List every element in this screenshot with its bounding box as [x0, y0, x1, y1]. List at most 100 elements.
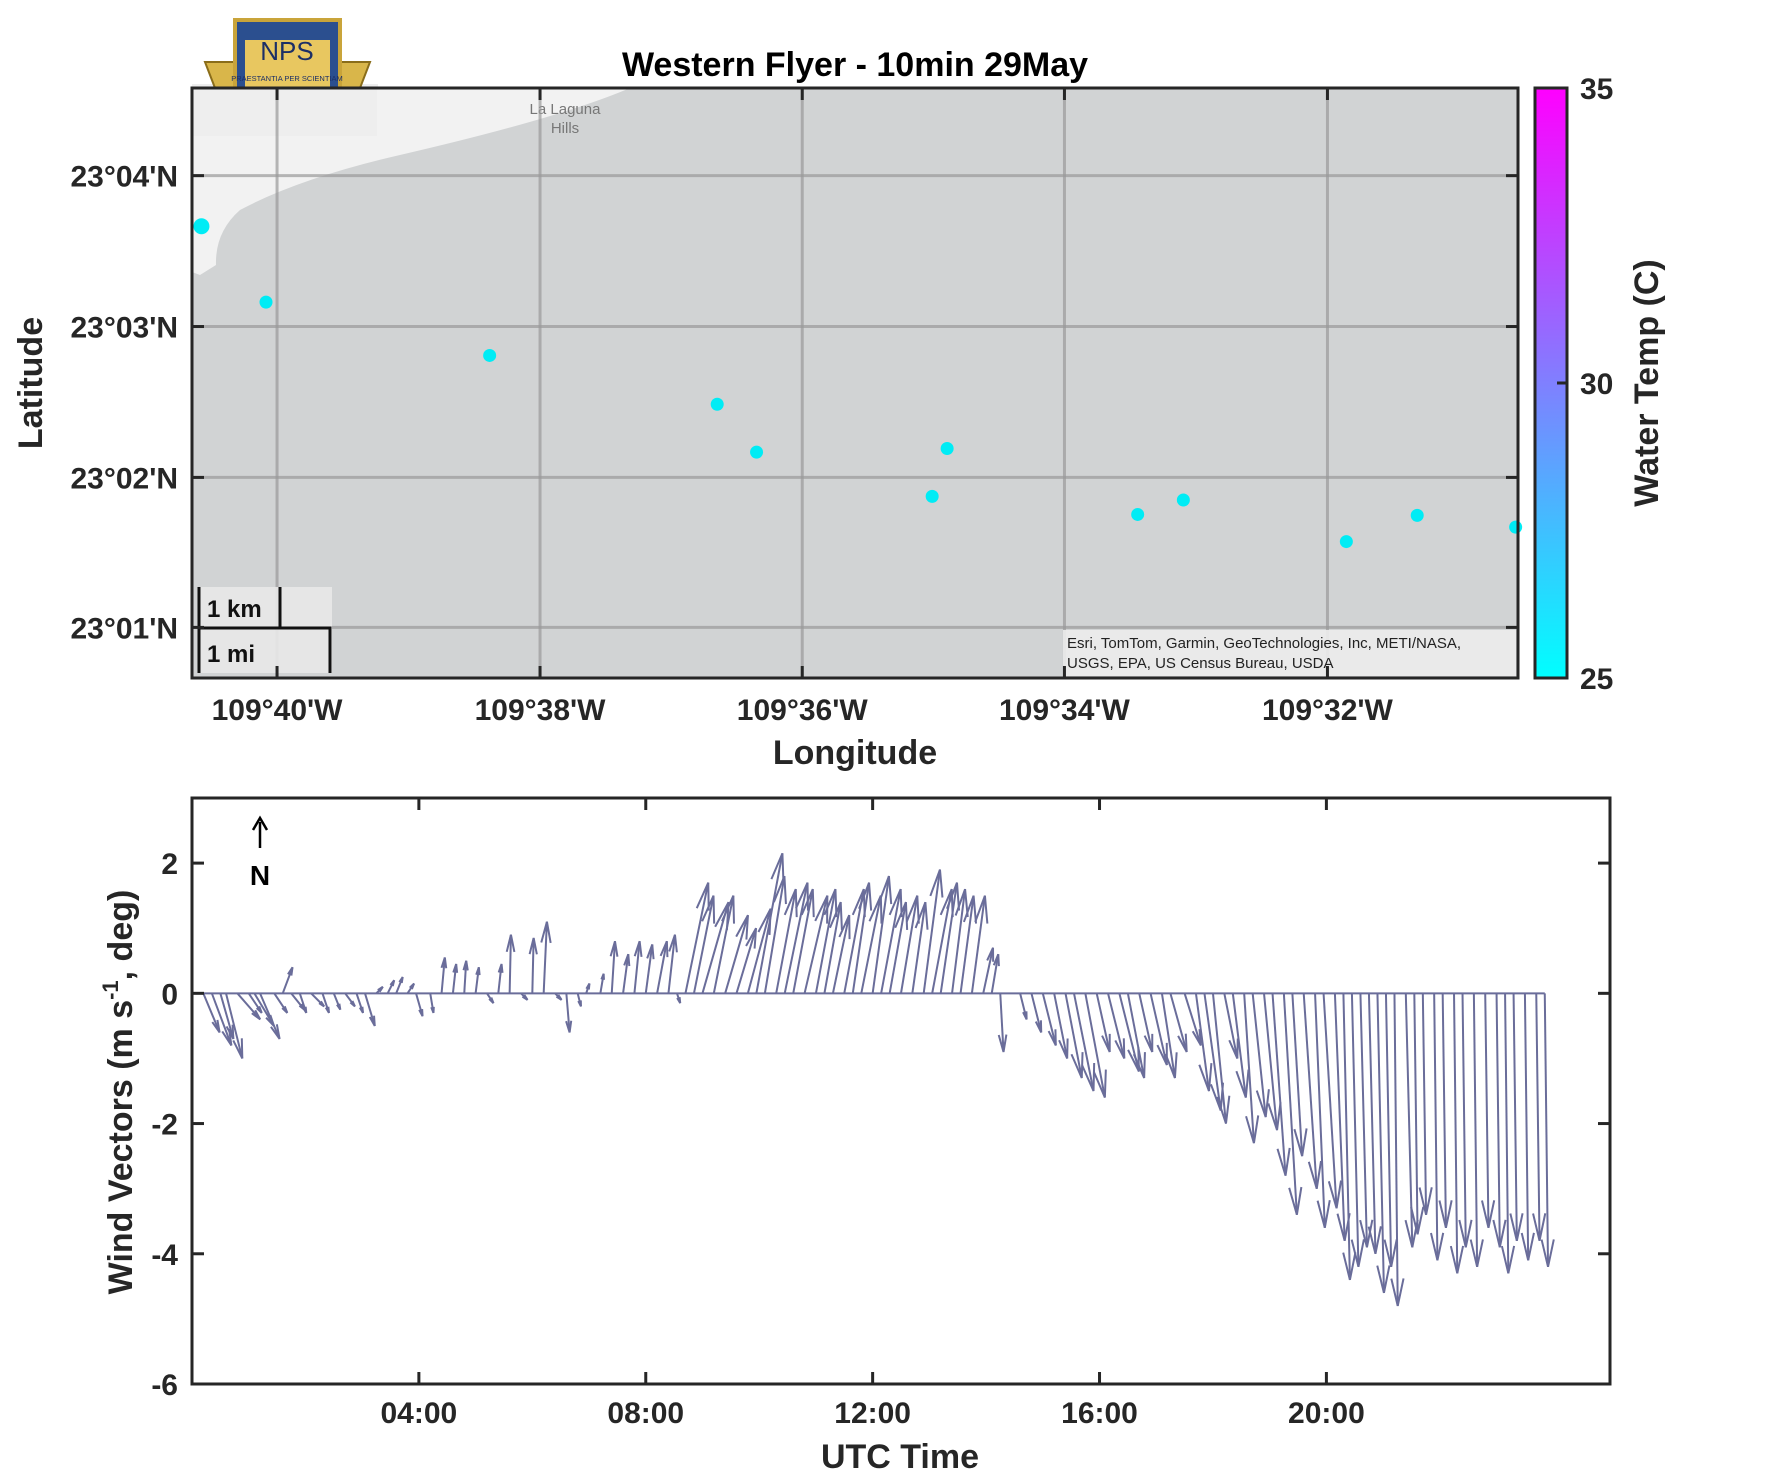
wind-vector: [982, 947, 995, 994]
wind-vector: [763, 875, 787, 994]
wind-vector: [1540, 993, 1555, 1268]
wind-vector: [247, 992, 263, 1014]
wind-vector: [990, 953, 1000, 994]
wind-vector: [406, 982, 415, 994]
wind-x-tick-label: 04:00: [381, 1397, 458, 1430]
wind-vector: [1095, 993, 1111, 1053]
wind-vector: [692, 895, 716, 994]
wind-vector: [375, 985, 384, 995]
attribution-line-2: USGS, EPA, US Census Bureau, USDA: [1067, 655, 1334, 672]
scale-km-label: 1 km: [207, 596, 262, 623]
wind-vector: [1481, 993, 1496, 1228]
wind-x-tick-label: 16:00: [1061, 1397, 1138, 1430]
wind-x-tick-label: 08:00: [607, 1397, 684, 1430]
north-indicator: N: [250, 815, 270, 891]
map-x-axis-label: Longitude: [773, 734, 937, 772]
colorbar-tick-label: 25: [1580, 663, 1613, 696]
wind-vector: [1410, 993, 1425, 1235]
wind-vector: [755, 852, 785, 994]
wind-vector: [474, 966, 481, 994]
wind-vector: [1126, 993, 1146, 1079]
wind-vector: [1449, 993, 1465, 1274]
wind-vector: [1520, 993, 1535, 1261]
wind-vector: [298, 993, 308, 1014]
wind-vector: [959, 895, 978, 994]
map-point: [193, 218, 210, 235]
wind-y-axis-label: Wind Vectors (m s-1, deg): [98, 890, 140, 1295]
wind-vector: [1376, 993, 1391, 1294]
wind-vector: [1390, 993, 1405, 1307]
wind-vector: [1314, 993, 1331, 1228]
map-background: [192, 88, 1518, 678]
wind-vector: [1149, 993, 1168, 1066]
wind-vector: [888, 901, 909, 994]
map-tile-patch: [192, 88, 377, 136]
map-y-tick-label: 23°02'N: [70, 462, 178, 495]
wind-vector: [1532, 993, 1547, 1241]
map-x-tick-label: 109°40'W: [212, 694, 344, 727]
map-y-tick-label: 23°04'N: [70, 161, 178, 194]
wind-vector: [219, 993, 235, 1040]
wind-vector: [415, 993, 424, 1017]
wind-vector: [310, 992, 325, 1008]
wind-vector: [724, 914, 749, 994]
wind-vector: [1350, 993, 1365, 1268]
wind-vector: [486, 992, 495, 1004]
map-point: [925, 489, 939, 503]
wind-vector: [332, 992, 342, 1011]
map-x-tick-label: 109°32'W: [1262, 694, 1394, 727]
map-x-tick-label: 109°34'W: [999, 694, 1131, 727]
wind-panel: 04:00 08:00 12:00 16:00 20:00 2 0 -2 -4 -6 N UTC…: [98, 796, 1612, 1476]
map-y-tick-label: 23°03'N: [70, 312, 178, 345]
wind-vector: [831, 914, 851, 994]
wind-vector: [970, 895, 989, 994]
wind-vector: [1282, 993, 1303, 1215]
wind-vector: [585, 983, 591, 994]
wind-vector: [622, 953, 631, 994]
logo-text: NPS: [260, 36, 313, 66]
wind-vector: [684, 882, 710, 994]
colorbar: 25 30 35 Water Temp (C): [1533, 73, 1666, 696]
wind-frame: [190, 796, 1612, 1386]
wind-vector: [259, 992, 281, 1040]
wind-vector: [321, 993, 330, 1014]
wind-vector: [1342, 993, 1357, 1281]
wind-vector: [1359, 993, 1374, 1248]
wind-y-tick-label: -4: [151, 1239, 178, 1272]
wind-vector: [1271, 993, 1291, 1176]
wind-vector: [1223, 993, 1239, 1059]
wind-ticks: [192, 798, 1610, 1386]
wind-vector: [1084, 993, 1107, 1098]
scale-mi-label: 1 mi: [207, 641, 255, 668]
wind-vector: [676, 993, 682, 1004]
wind-vector: [644, 944, 655, 994]
wind-vector: [497, 963, 504, 994]
map-point: [1410, 508, 1424, 522]
wind-vector: [540, 921, 552, 994]
wind-vector: [851, 882, 873, 994]
wind-vector: [202, 992, 221, 1033]
wind-vector: [273, 992, 289, 1014]
wind-vector: [462, 960, 469, 994]
wind-vector: [1138, 993, 1154, 1053]
wind-vector: [565, 993, 573, 1033]
wind-vector: [236, 992, 262, 1021]
wind-vector: [505, 934, 516, 994]
wind-vector: [1291, 993, 1308, 1157]
wind-vector: [1064, 993, 1084, 1079]
wind-vector: [1160, 993, 1178, 1079]
map-y-tick-labels: 23°04'N 23°03'N 23°02'N 23°01'N: [70, 161, 178, 646]
wind-vector: [599, 973, 605, 994]
wind-vector: [939, 882, 961, 994]
wind-y-tick-label: -6: [151, 1369, 178, 1402]
wind-vector: [667, 934, 678, 994]
colorbar-ticks: 25 30 35: [1557, 73, 1613, 696]
map-y-axis-label: Latitude: [12, 317, 50, 449]
wind-vector: [395, 976, 404, 994]
wind-vector: [1383, 993, 1398, 1268]
wind-vector: [1183, 993, 1202, 1046]
wind-vector: [951, 888, 969, 994]
wind-vector: [1053, 993, 1069, 1059]
wind-vector: [792, 888, 815, 994]
wind-y-tick-labels: 2 0 -2 -4 -6: [151, 848, 178, 1402]
